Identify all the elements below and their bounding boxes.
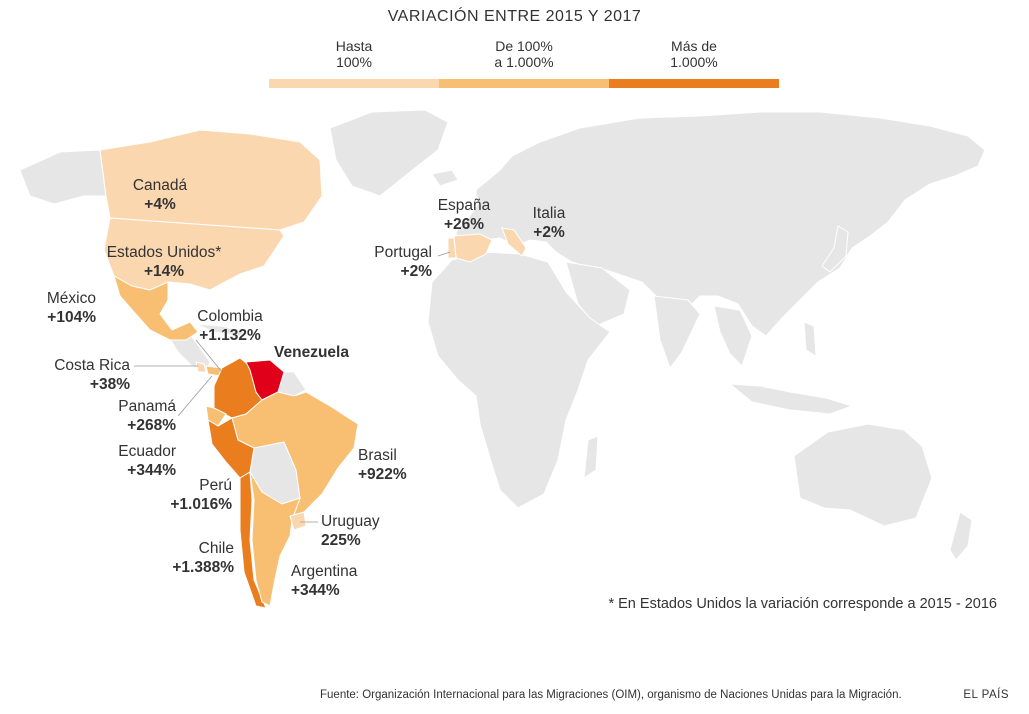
eurasia-shape bbox=[455, 111, 986, 337]
label-portugal-value: +2% bbox=[400, 263, 432, 280]
newzealand-shape bbox=[949, 511, 973, 561]
philippines-shape bbox=[803, 321, 817, 357]
indonesia-shape bbox=[728, 383, 854, 415]
label-portugal: Portugal +2% bbox=[352, 243, 432, 281]
label-ecuador-name: Ecuador bbox=[118, 443, 176, 460]
india-shape bbox=[653, 295, 701, 370]
label-uruguay: Uruguay 225% bbox=[321, 512, 421, 550]
label-argentina: Argentina +344% bbox=[291, 562, 391, 600]
label-chile-name: Chile bbox=[198, 540, 234, 557]
label-chile-value: +1.388% bbox=[172, 559, 234, 576]
label-usa-value: +14% bbox=[143, 263, 185, 280]
label-panama-value: +268% bbox=[127, 417, 176, 434]
label-costarica-value: +38% bbox=[89, 376, 130, 393]
argentina-shape bbox=[249, 471, 301, 607]
label-ecuador: Ecuador +344% bbox=[70, 442, 176, 480]
label-mexico-name: México bbox=[46, 290, 96, 307]
label-peru-value: +1.016% bbox=[170, 496, 232, 513]
legend-swatch-low bbox=[269, 79, 439, 88]
costarica-shape bbox=[195, 361, 207, 373]
uruguay-shape bbox=[289, 511, 307, 531]
ecuador-shape bbox=[205, 405, 227, 427]
label-peru-name: Perú bbox=[199, 477, 232, 494]
label-espana-value: +26% bbox=[443, 216, 485, 233]
legend-title: VARIACIÓN ENTRE 2015 Y 2017 bbox=[387, 8, 642, 25]
label-uruguay-value: 225% bbox=[321, 532, 361, 549]
label-canada-name: Canadá bbox=[132, 177, 188, 194]
mexico-shape bbox=[113, 274, 199, 341]
label-colombia-name: Colombia bbox=[197, 308, 263, 325]
greenland-shape bbox=[329, 109, 449, 197]
label-costarica: Costa Rica +38% bbox=[20, 356, 130, 394]
arabia-shape bbox=[565, 261, 631, 327]
label-usa: Estados Unidos* +14% bbox=[84, 243, 244, 281]
label-espana-name: España bbox=[437, 197, 491, 214]
label-costarica-name: Costa Rica bbox=[54, 357, 130, 374]
label-italia-name: Italia bbox=[532, 205, 566, 222]
label-italia: Italia +2% bbox=[514, 204, 584, 242]
label-argentina-value: +344% bbox=[291, 582, 340, 599]
legend-swatch-high bbox=[609, 79, 779, 88]
legend-label-low: Hasta 100% bbox=[335, 38, 373, 70]
label-venezuela: Venezuela bbox=[274, 344, 349, 361]
australia-shape bbox=[793, 423, 933, 527]
footnote: * En Estados Unidos la variación corresp… bbox=[608, 596, 997, 612]
portugal-shape bbox=[447, 237, 457, 259]
alaska-shape bbox=[19, 149, 107, 205]
legend-label-high: Más de 1.000% bbox=[670, 38, 718, 70]
label-ecuador-value: +344% bbox=[127, 462, 176, 479]
label-panama: Panamá +268% bbox=[70, 397, 176, 435]
label-colombia-value: +1.132% bbox=[199, 327, 261, 344]
japan-shape bbox=[821, 225, 849, 273]
italy-shape bbox=[501, 227, 527, 257]
peru-shape bbox=[207, 417, 255, 479]
label-espana: España +26% bbox=[424, 196, 504, 234]
label-uruguay-name: Uruguay bbox=[321, 513, 380, 530]
label-canada: Canadá +4% bbox=[110, 176, 210, 214]
label-argentina-name: Argentina bbox=[291, 563, 358, 580]
label-peru: Perú +1.016% bbox=[122, 476, 232, 514]
label-usa-name: Estados Unidos* bbox=[106, 244, 222, 261]
iceland-shape bbox=[431, 169, 459, 187]
label-colombia: Colombia +1.132% bbox=[184, 307, 276, 345]
seasia-shape bbox=[713, 305, 753, 367]
madagascar-shape bbox=[583, 435, 599, 480]
label-mexico: México +104% bbox=[14, 289, 96, 327]
leader-panama bbox=[177, 375, 213, 417]
leader-colombia bbox=[195, 339, 223, 373]
source-note: Fuente: Organización Internacional para … bbox=[320, 689, 902, 701]
label-canada-value: +4% bbox=[144, 196, 176, 213]
legend-label-mid: De 100% a 1.000% bbox=[494, 38, 554, 70]
label-panama-name: Panamá bbox=[118, 398, 176, 415]
leader-portugal bbox=[437, 251, 451, 257]
legend-swatch-mid bbox=[439, 79, 609, 88]
brand-logo: EL PAÍS bbox=[963, 689, 1009, 701]
caribbean-shape bbox=[195, 323, 245, 337]
label-brasil-name: Brasil bbox=[358, 447, 397, 464]
label-italia-value: +2% bbox=[533, 224, 565, 241]
label-brasil: Brasil +922% bbox=[358, 446, 458, 484]
label-brasil-value: +922% bbox=[358, 466, 407, 483]
label-chile: Chile +1.388% bbox=[122, 539, 234, 577]
canada-shape bbox=[99, 129, 323, 231]
africa-shape bbox=[427, 251, 611, 509]
label-portugal-name: Portugal bbox=[374, 244, 432, 261]
label-mexico-value: +104% bbox=[47, 309, 96, 326]
